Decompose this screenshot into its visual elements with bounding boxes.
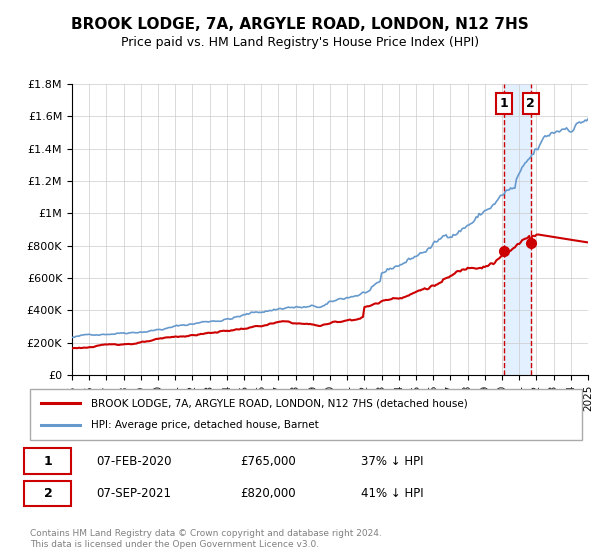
FancyBboxPatch shape bbox=[25, 449, 71, 474]
Bar bbox=[504, 84, 531, 375]
Text: 41% ↓ HPI: 41% ↓ HPI bbox=[361, 487, 424, 500]
FancyBboxPatch shape bbox=[25, 480, 71, 506]
Text: BROOK LODGE, 7A, ARGYLE ROAD, LONDON, N12 7HS: BROOK LODGE, 7A, ARGYLE ROAD, LONDON, N1… bbox=[71, 17, 529, 32]
Text: HPI: Average price, detached house, Barnet: HPI: Average price, detached house, Barn… bbox=[91, 421, 319, 431]
Text: Contains HM Land Registry data © Crown copyright and database right 2024.
This d: Contains HM Land Registry data © Crown c… bbox=[30, 529, 382, 549]
Text: 1: 1 bbox=[499, 97, 508, 110]
Text: BROOK LODGE, 7A, ARGYLE ROAD, LONDON, N12 7HS (detached house): BROOK LODGE, 7A, ARGYLE ROAD, LONDON, N1… bbox=[91, 398, 467, 408]
Text: 2: 2 bbox=[526, 97, 535, 110]
Text: £820,000: £820,000 bbox=[240, 487, 295, 500]
Text: 1: 1 bbox=[44, 455, 53, 468]
Text: 07-SEP-2021: 07-SEP-2021 bbox=[96, 487, 171, 500]
Text: Price paid vs. HM Land Registry's House Price Index (HPI): Price paid vs. HM Land Registry's House … bbox=[121, 36, 479, 49]
Text: 07-FEB-2020: 07-FEB-2020 bbox=[96, 455, 172, 468]
Text: £765,000: £765,000 bbox=[240, 455, 296, 468]
Text: 2: 2 bbox=[44, 487, 53, 500]
Text: 37% ↓ HPI: 37% ↓ HPI bbox=[361, 455, 424, 468]
FancyBboxPatch shape bbox=[30, 389, 582, 440]
